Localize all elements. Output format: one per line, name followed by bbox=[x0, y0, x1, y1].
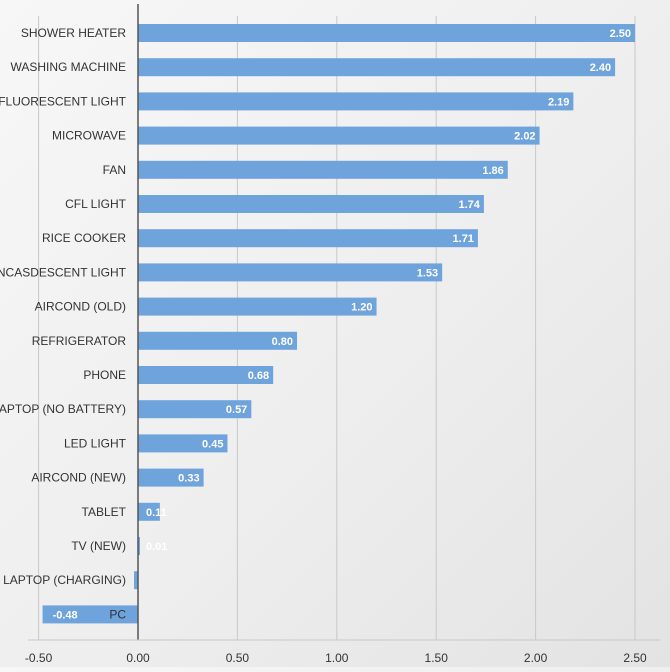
bar bbox=[138, 195, 484, 213]
x-tick-label: 2.50 bbox=[623, 651, 647, 665]
axis-layer bbox=[28, 4, 660, 641]
data-label: 0.33 bbox=[178, 473, 199, 485]
bar bbox=[42, 605, 138, 624]
data-label: 0.45 bbox=[202, 438, 223, 450]
data-label: 1.20 bbox=[351, 302, 372, 314]
bar bbox=[138, 160, 508, 179]
category-label: INCASDESCENT LIGHT bbox=[0, 265, 127, 279]
bar bbox=[138, 331, 298, 350]
category-label: REFRIGERATOR bbox=[32, 334, 127, 348]
bar bbox=[138, 434, 228, 453]
grid-layer bbox=[38, 16, 636, 640]
category-label: MICROWAVE bbox=[52, 129, 126, 143]
bar-layer bbox=[42, 24, 635, 624]
x-tick-label: 2.00 bbox=[524, 651, 548, 665]
x-tick-label: -0.50 bbox=[25, 651, 53, 665]
x-tick-label: 1.50 bbox=[425, 651, 449, 665]
category-label: LAPTOP (CHARGING) bbox=[3, 573, 126, 587]
label-layer: -0.50 0.00 0.50 1.00 1.50 2.00 2.50 SHOWER HEAT… bbox=[0, 26, 647, 665]
bar bbox=[134, 571, 138, 590]
x-tick-label: 1.00 bbox=[325, 651, 349, 665]
data-label: 0.68 bbox=[248, 370, 269, 382]
bar bbox=[138, 468, 204, 487]
bar bbox=[138, 24, 635, 42]
data-label: 2.02 bbox=[514, 131, 535, 143]
bar bbox=[138, 297, 377, 316]
data-label: 1.53 bbox=[417, 267, 438, 279]
data-label: 1.74 bbox=[458, 199, 480, 211]
bar bbox=[138, 58, 616, 77]
data-label: 0.57 bbox=[226, 404, 247, 416]
data-label: 0.80 bbox=[272, 336, 293, 348]
data-label: 1.86 bbox=[482, 165, 503, 177]
category-label: TV (NEW) bbox=[71, 539, 126, 553]
x-tick-label: 0.00 bbox=[126, 651, 150, 665]
category-label: RICE COOKER bbox=[42, 231, 126, 245]
bar bbox=[138, 126, 540, 145]
category-label: AIRCOND (NEW) bbox=[31, 471, 126, 485]
bar bbox=[138, 229, 478, 248]
data-label: 1.71 bbox=[453, 233, 474, 245]
bar bbox=[138, 92, 574, 111]
category-label: PHONE bbox=[83, 368, 126, 382]
category-label: AIRCOND (OLD) bbox=[35, 300, 126, 314]
x-tick-label: 0.50 bbox=[226, 651, 250, 665]
data-label: 0.11 bbox=[146, 507, 167, 519]
category-label: WASHING MACHINE bbox=[10, 60, 126, 74]
data-label: 0.01 bbox=[146, 541, 167, 553]
data-label: 2.40 bbox=[590, 62, 611, 74]
bar bbox=[138, 400, 252, 419]
category-label: FLUORESCENT LIGHT bbox=[0, 94, 127, 108]
bar bbox=[138, 263, 443, 282]
category-label: CFL LIGHT bbox=[65, 197, 127, 211]
category-label: TABLET bbox=[82, 505, 127, 519]
bar bbox=[138, 502, 160, 521]
category-label: PC bbox=[109, 607, 126, 621]
data-label: 2.19 bbox=[548, 96, 569, 108]
bar bbox=[138, 366, 274, 384]
category-label: SHOWER HEATER bbox=[21, 26, 126, 40]
data-label: -0.48 bbox=[53, 609, 78, 621]
category-label: FAN bbox=[103, 163, 126, 177]
bar bbox=[138, 537, 140, 555]
data-label: 2.50 bbox=[610, 28, 631, 40]
category-label: LAPTOP (NO BATTERY) bbox=[0, 402, 126, 416]
category-label: LED LIGHT bbox=[64, 436, 127, 450]
